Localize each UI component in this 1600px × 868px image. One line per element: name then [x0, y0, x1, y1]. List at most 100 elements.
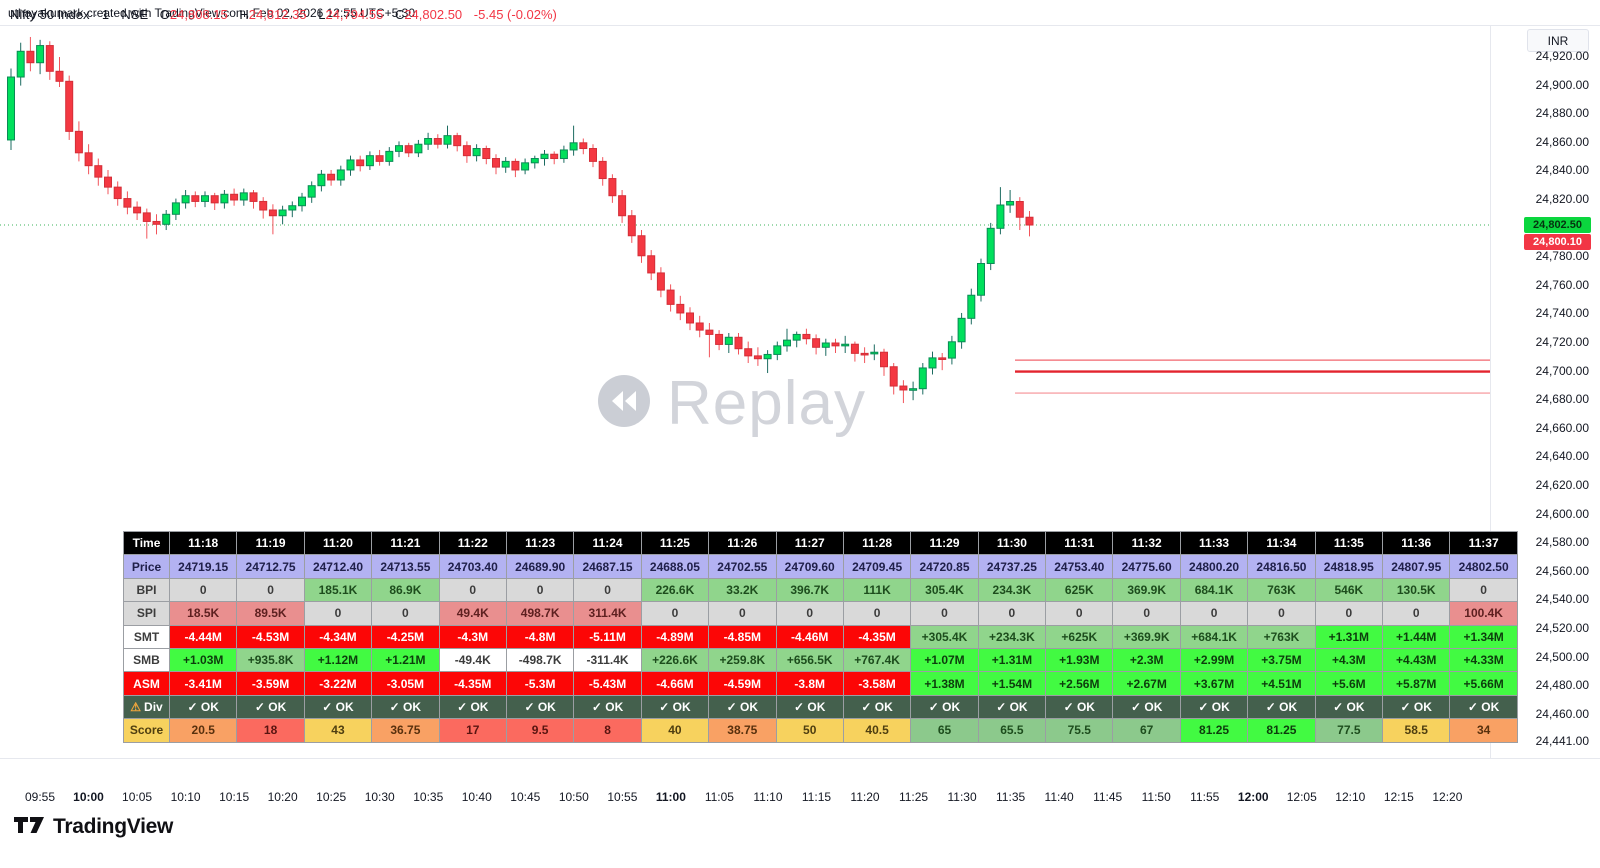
candle: [530, 155, 539, 169]
candle: [579, 138, 588, 155]
table-cell: 0: [1382, 601, 1451, 626]
table-header-cell: 11:24: [573, 530, 642, 556]
time-axis-label: 11:05: [704, 790, 734, 804]
time-axis-label: 12:15: [1383, 790, 1414, 804]
table-cell: 226.6K: [640, 577, 710, 603]
time-axis-label: 10:25: [316, 790, 347, 804]
table-cell: 0: [505, 577, 575, 603]
table-cell: +1.21M: [371, 647, 440, 673]
table-row: ASM -3.41M -3.59M -3.22M -3.05M -4.35M -5.3M -5…: [123, 671, 1518, 696]
symbol-legend[interactable]: Nifty 50 Index · 1 · NSE O24,808.15 H24,812.…: [10, 7, 557, 22]
table-cell: +234.3K: [977, 624, 1047, 649]
price-axis-label: 24,540.00: [1535, 592, 1589, 607]
candle: [268, 204, 277, 235]
table-cell: +1.03M: [168, 647, 238, 673]
warning-icon: ⚠: [130, 699, 142, 714]
tradingview-logo-text: TradingView: [53, 815, 174, 838]
table-cell: -4.59M: [708, 671, 777, 696]
table-cell: +1.07M: [910, 647, 979, 673]
table-cell: 234.3K: [977, 577, 1047, 603]
table-cell: 65.5: [977, 718, 1047, 743]
candle: [307, 181, 316, 203]
candle: [686, 307, 694, 331]
candle: [909, 381, 918, 401]
candle: [918, 363, 927, 395]
time-axis[interactable]: 09:55 10:00 10:05 10:10 10:15 10:20 10:25 10:30…: [0, 758, 1600, 811]
table-cell: +2.99M: [1179, 647, 1249, 673]
symbol-exchange: NSE: [121, 7, 149, 22]
symbol-interval[interactable]: 1: [101, 7, 110, 22]
candle: [171, 198, 180, 221]
table-cell: -3.05M: [371, 671, 440, 696]
table-cell: +2.67M: [1112, 671, 1181, 696]
table-cell: 24807.95: [1382, 554, 1451, 579]
table-row-label: ASM: [123, 671, 170, 696]
candle: [928, 351, 937, 375]
table-cell: 24687.15: [573, 554, 642, 579]
high-label: H: [239, 7, 249, 22]
currency-badge[interactable]: INR: [1527, 29, 1589, 52]
table-cell: -5.11M: [573, 624, 642, 649]
candle: [695, 315, 704, 338]
price-axis-label: 24,600.00: [1535, 506, 1589, 521]
candle: [492, 154, 500, 175]
table-cell: -4.3M: [438, 624, 507, 649]
table-cell: 0: [1179, 601, 1249, 626]
table-cell: 24720.85: [910, 554, 979, 579]
table-cell: 763K: [1247, 577, 1316, 603]
table-cell: 0: [573, 577, 642, 603]
table-cell: 625K: [1045, 577, 1114, 603]
table-cell: -4.66M: [640, 671, 710, 696]
table-cell: 17: [438, 718, 507, 743]
table-cell: ✓ OK: [573, 694, 642, 720]
table-header-cell: 11:33: [1179, 530, 1249, 556]
candle: [589, 144, 597, 168]
price-axis-label: 24,640.00: [1535, 449, 1589, 464]
candle: [414, 139, 423, 158]
table-cell: +4.3M: [1314, 647, 1384, 673]
table-cell: +2.3M: [1112, 647, 1181, 673]
candle: [327, 169, 336, 186]
table-cell: 24689.90: [505, 554, 575, 579]
candlestick-chart[interactable]: [0, 26, 1490, 758]
candle: [239, 188, 248, 206]
candle: [298, 192, 306, 212]
candle: [656, 267, 665, 298]
table-cell: 67: [1112, 718, 1181, 743]
table-cell: 24713.55: [371, 554, 440, 579]
table-cell: -4.85M: [708, 624, 777, 649]
table-cell: -4.89M: [640, 624, 710, 649]
table-cell: ✓ OK: [1179, 694, 1249, 720]
price-axis-label: 24,580.00: [1535, 535, 1589, 550]
candle: [36, 39, 45, 75]
table-cell: -5.43M: [573, 671, 642, 696]
table-cell: 24818.95: [1314, 554, 1384, 579]
table-cell: 9.5: [505, 718, 575, 743]
time-axis-label: 12:20: [1432, 790, 1463, 804]
candle: [511, 158, 520, 178]
tradingview-logo[interactable]: TradingView: [14, 812, 173, 842]
candle: [1015, 197, 1024, 231]
price-axis-label: 24,760.00: [1535, 277, 1589, 292]
price-axis-label: 24,820.00: [1535, 192, 1589, 206]
candle: [821, 338, 830, 356]
candle: [472, 144, 481, 162]
table-row: BPI 0 0 185.1K 86.9K 0 0 0 226.6K 33.2K 396.7K 111K…: [123, 577, 1518, 603]
time-axis-label: 11:20: [850, 790, 880, 804]
chart-pane[interactable]: Replay: [0, 26, 1490, 758]
attribution-text: uthayakumark created with TradingView.co…: [8, 5, 416, 20]
close-label: C: [394, 7, 405, 22]
table-header-cell: 11:23: [505, 530, 575, 556]
candle: [705, 322, 714, 358]
table-row-label: SMT: [123, 624, 170, 649]
table-cell: +1.34M: [1449, 624, 1518, 649]
table-cell: 0: [438, 577, 507, 603]
table-header-cell: 11:18: [168, 530, 238, 556]
symbol-name[interactable]: Nifty 50 Index: [10, 7, 90, 22]
candle: [841, 335, 850, 354]
candle: [94, 158, 103, 186]
table-cell: +1.44M: [1382, 624, 1451, 649]
close-value: 24,802.50: [404, 7, 463, 22]
high-value: 24,812.35: [248, 7, 307, 22]
table-cell: -4.34M: [303, 624, 373, 649]
